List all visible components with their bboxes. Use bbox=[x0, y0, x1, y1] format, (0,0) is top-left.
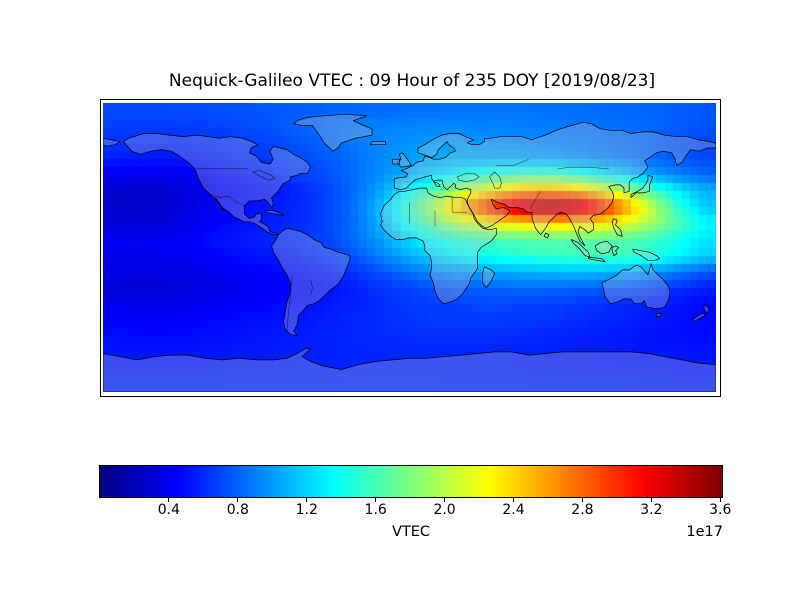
colorbar-tick-label: 0.8 bbox=[226, 502, 249, 518]
coastline-chukotka-west-stub bbox=[103, 137, 121, 147]
coastline-uk bbox=[397, 152, 412, 168]
colorbar-tick-mark bbox=[306, 498, 308, 502]
coastline-japan bbox=[630, 174, 654, 199]
coastline-australia bbox=[601, 263, 671, 309]
coastline-iceland bbox=[369, 141, 387, 146]
coastline-madagascar bbox=[482, 266, 495, 288]
coastline-north-america bbox=[123, 133, 312, 236]
coastline-philippines bbox=[611, 218, 623, 237]
coastline-south-america bbox=[271, 227, 351, 337]
lake-caspian-sea bbox=[489, 171, 502, 189]
coastline-ireland bbox=[392, 158, 400, 165]
lake-great-lakes bbox=[252, 170, 276, 181]
coastline-cuba bbox=[264, 210, 284, 216]
coastline-new-zealand-north bbox=[703, 303, 710, 314]
colorbar-tick-label: 1.6 bbox=[364, 502, 387, 518]
colorbar-tick-label: 1.2 bbox=[295, 502, 318, 518]
border-us-mexico bbox=[210, 194, 245, 207]
colorbar-tick-mark bbox=[719, 498, 721, 502]
coastline-borneo bbox=[594, 240, 613, 255]
lake-black-sea bbox=[456, 173, 480, 182]
colorbar-tick-mark bbox=[581, 498, 583, 502]
border-kazakhstan-russia bbox=[496, 158, 529, 166]
border-mongolia-north bbox=[557, 166, 609, 170]
map-axes bbox=[100, 99, 721, 397]
colorbar-tick-mark bbox=[237, 498, 239, 502]
colorbar-tick-label: 0.4 bbox=[157, 502, 181, 518]
colorbar-tick-mark bbox=[650, 498, 652, 502]
colorbar-tick-mark bbox=[444, 498, 446, 502]
coastline-new-zealand-south bbox=[691, 312, 707, 322]
colorbar-tick-mark bbox=[375, 498, 377, 502]
colorbar bbox=[99, 465, 723, 498]
coastline-antarctica bbox=[103, 348, 716, 392]
colorbar-tick-label: 2.8 bbox=[571, 502, 594, 518]
border-india-pakistan bbox=[530, 191, 541, 210]
map-area bbox=[103, 103, 716, 392]
colorbar-offset-label: 1e17 bbox=[686, 524, 723, 540]
colorbar-tick-label: 3.6 bbox=[709, 502, 732, 518]
coastline-sulawesi bbox=[611, 245, 620, 256]
colorbar-tick-mark bbox=[168, 498, 170, 502]
colorbar-label: VTEC bbox=[391, 524, 431, 540]
coastline-greenland bbox=[293, 113, 373, 152]
plot-title: Nequick-Galileo VTEC : 09 Hour of 235 DO… bbox=[168, 71, 656, 91]
coastline-baja-california bbox=[215, 197, 225, 211]
border-paraguay-argentina bbox=[310, 279, 313, 296]
colorbar-tick-label: 3.2 bbox=[640, 502, 663, 518]
coastline-new-guinea bbox=[632, 248, 661, 261]
coastline-java bbox=[587, 256, 606, 263]
colorbar-tick-label: 2.0 bbox=[433, 502, 456, 518]
vtec-heatmap-canvas bbox=[103, 103, 716, 392]
world-map-overlay bbox=[103, 113, 716, 392]
colorbar-tick-label: 2.4 bbox=[502, 502, 525, 518]
coastline-sri-lanka bbox=[543, 232, 550, 239]
colorbar-tick-mark bbox=[513, 498, 515, 502]
border-chile-argentina bbox=[286, 276, 293, 332]
coastline-tasmania bbox=[656, 312, 662, 317]
colorbar-gradient-canvas bbox=[100, 466, 722, 497]
coastline-eurasia bbox=[393, 121, 716, 247]
